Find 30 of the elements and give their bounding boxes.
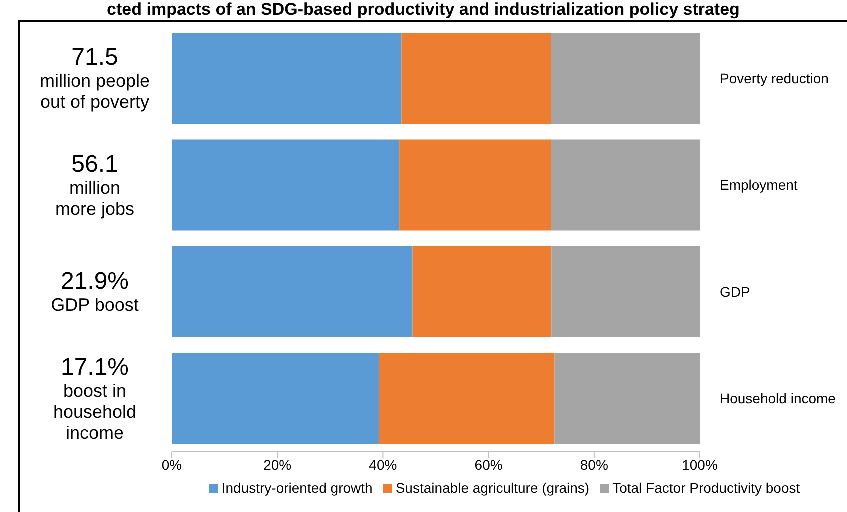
x-tick-label: 100% xyxy=(682,456,718,473)
bar xyxy=(551,33,700,124)
y-tick-label: Employment xyxy=(720,177,798,194)
x-tick-label: 80% xyxy=(580,456,608,473)
bar xyxy=(172,140,400,231)
legend-label: Industry-oriented growth xyxy=(222,480,373,496)
text: 56.1 million more jobs xyxy=(55,150,135,220)
y-tick-label: Poverty reduction xyxy=(720,70,829,86)
text: 21.9% GDP boost xyxy=(51,268,139,316)
x-tick-label: 20% xyxy=(264,456,292,473)
bar xyxy=(552,246,700,338)
text: 17.1% boost in household income xyxy=(53,354,137,444)
text: 71.5 million people out of poverty xyxy=(40,44,150,113)
bar xyxy=(554,353,700,444)
x-tick-label: 0% xyxy=(162,456,182,473)
legend-label: Total Factor Productivity boost xyxy=(612,480,800,496)
y-tick-label: Household income xyxy=(720,390,836,407)
x-tick-label: 40% xyxy=(369,456,398,473)
bar xyxy=(402,33,552,124)
bar xyxy=(400,140,552,231)
legend-label: Sustainable agriculture (grains) xyxy=(396,480,590,496)
y-tick-label: GDP xyxy=(720,284,750,300)
bar xyxy=(172,353,379,444)
bar xyxy=(172,246,413,338)
bar xyxy=(172,33,402,124)
bar xyxy=(378,353,555,444)
x-tick-label: 60% xyxy=(474,456,503,473)
bar xyxy=(551,140,700,231)
chart-title: cted impacts of an SDG-based productivity and industrialization policy strateg xyxy=(106,0,741,20)
bar xyxy=(412,246,552,338)
